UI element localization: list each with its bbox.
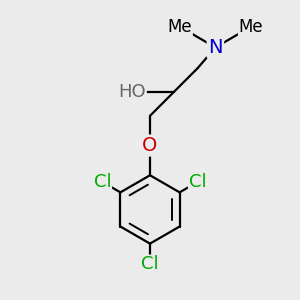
Text: Me: Me bbox=[239, 18, 263, 36]
Text: O: O bbox=[142, 136, 158, 155]
Text: Me: Me bbox=[167, 18, 192, 36]
Text: Cl: Cl bbox=[141, 255, 159, 273]
Text: Cl: Cl bbox=[189, 173, 206, 191]
Text: HO: HO bbox=[118, 83, 146, 101]
Text: Cl: Cl bbox=[94, 173, 111, 191]
Text: N: N bbox=[208, 38, 223, 57]
